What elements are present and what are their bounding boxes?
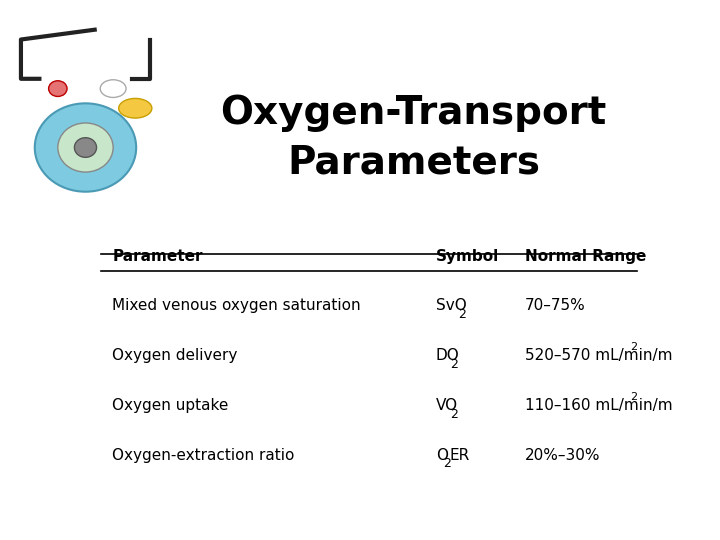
Text: Symbol: Symbol: [436, 249, 499, 265]
Text: Oxygen delivery: Oxygen delivery: [112, 348, 238, 363]
Ellipse shape: [100, 80, 126, 97]
Text: 2: 2: [631, 392, 638, 402]
Ellipse shape: [49, 81, 67, 97]
Text: 2: 2: [451, 408, 459, 421]
Text: Normal Range: Normal Range: [526, 249, 647, 265]
Text: 70–75%: 70–75%: [526, 299, 586, 313]
Text: 2: 2: [631, 342, 638, 352]
Text: O: O: [436, 448, 448, 463]
Text: DO: DO: [436, 348, 459, 363]
Text: 520–570 mL/min/m: 520–570 mL/min/m: [526, 348, 672, 363]
Ellipse shape: [74, 138, 96, 157]
Text: 2: 2: [451, 357, 459, 370]
Ellipse shape: [35, 103, 136, 192]
Text: VO: VO: [436, 399, 458, 413]
Text: Oxygen-extraction ratio: Oxygen-extraction ratio: [112, 448, 294, 463]
Text: Oxygen-Transport: Oxygen-Transport: [220, 94, 607, 132]
Text: Mixed venous oxygen saturation: Mixed venous oxygen saturation: [112, 299, 361, 313]
Text: 2: 2: [444, 457, 451, 470]
Text: ER: ER: [449, 448, 469, 463]
Ellipse shape: [58, 123, 113, 172]
Ellipse shape: [119, 98, 152, 118]
Text: SvO: SvO: [436, 299, 467, 313]
Text: Parameters: Parameters: [287, 144, 540, 182]
Text: 20%–30%: 20%–30%: [526, 448, 600, 463]
Text: Parameter: Parameter: [112, 249, 203, 265]
Text: Oxygen uptake: Oxygen uptake: [112, 399, 229, 413]
Text: 2: 2: [458, 308, 466, 321]
Text: 110–160 mL/min/m: 110–160 mL/min/m: [526, 399, 673, 413]
